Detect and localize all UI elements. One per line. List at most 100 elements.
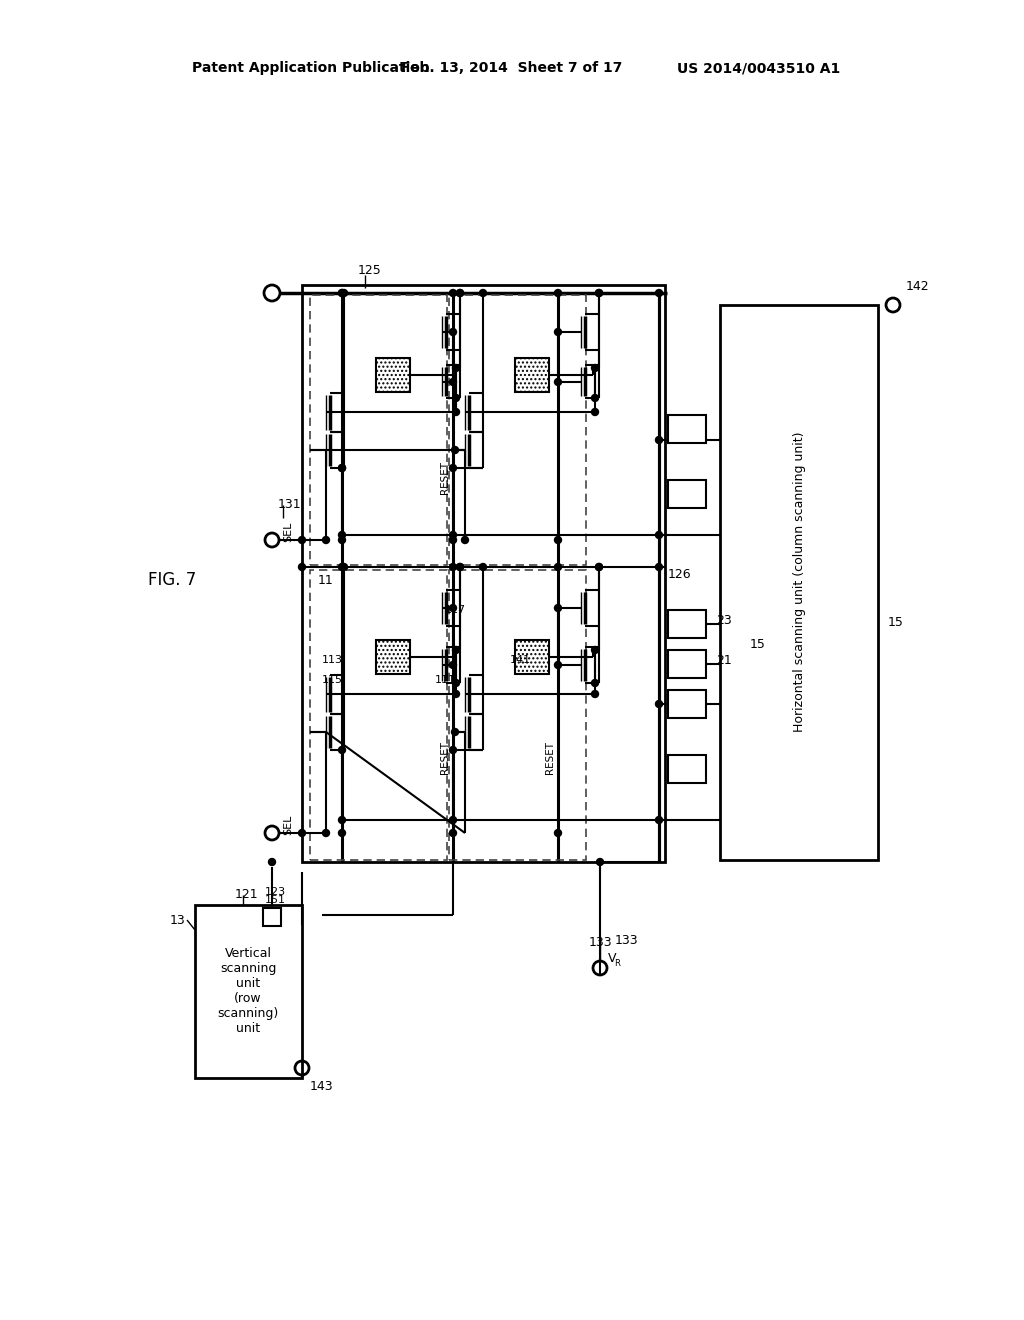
Text: 21: 21	[716, 653, 732, 667]
Circle shape	[457, 289, 464, 297]
Bar	[376, 640, 410, 675]
Bar	[720, 305, 878, 861]
Text: V: V	[608, 952, 616, 965]
Circle shape	[450, 661, 457, 668]
Circle shape	[453, 680, 460, 686]
Text: 142: 142	[906, 281, 930, 293]
Bar	[449, 294, 586, 565]
Circle shape	[592, 395, 598, 401]
Circle shape	[299, 536, 305, 544]
Circle shape	[479, 564, 486, 570]
Circle shape	[592, 680, 598, 686]
Circle shape	[450, 564, 457, 570]
Circle shape	[450, 536, 457, 544]
Text: SEL: SEL	[283, 521, 293, 543]
Bar	[668, 755, 706, 783]
Circle shape	[339, 747, 345, 754]
Text: RESET: RESET	[545, 742, 555, 775]
Text: US 2014/0043510 A1: US 2014/0043510 A1	[677, 61, 840, 75]
Circle shape	[555, 379, 561, 385]
Circle shape	[339, 564, 345, 570]
Bar	[668, 480, 706, 508]
Circle shape	[479, 289, 486, 297]
Text: 143: 143	[310, 1080, 334, 1093]
Circle shape	[339, 465, 345, 471]
Text: 133: 133	[588, 936, 611, 949]
Circle shape	[268, 858, 275, 866]
Text: 141: 141	[510, 655, 531, 665]
Text: 11: 11	[318, 573, 334, 586]
Text: Feb. 13, 2014  Sheet 7 of 17: Feb. 13, 2014 Sheet 7 of 17	[401, 61, 623, 75]
Text: R: R	[614, 960, 620, 969]
Circle shape	[450, 532, 457, 539]
Circle shape	[323, 536, 330, 544]
Circle shape	[457, 564, 464, 570]
Circle shape	[655, 289, 663, 297]
Text: 13: 13	[169, 913, 185, 927]
Circle shape	[555, 564, 561, 570]
Circle shape	[450, 379, 457, 385]
Bar	[310, 570, 447, 861]
Circle shape	[450, 329, 457, 335]
Circle shape	[450, 605, 457, 611]
Circle shape	[555, 661, 561, 668]
Circle shape	[592, 408, 598, 416]
Text: RESET: RESET	[440, 742, 450, 775]
Text: 113: 113	[322, 655, 343, 665]
Circle shape	[299, 829, 305, 837]
Bar	[263, 908, 281, 927]
Text: 123: 123	[265, 887, 286, 898]
Circle shape	[555, 329, 561, 335]
Circle shape	[339, 532, 345, 539]
Circle shape	[453, 647, 460, 653]
Text: 117: 117	[445, 605, 466, 615]
Bar	[376, 358, 410, 392]
Circle shape	[339, 536, 345, 544]
Text: 111: 111	[435, 675, 456, 685]
Bar	[302, 285, 665, 862]
Circle shape	[450, 289, 457, 297]
Circle shape	[462, 536, 469, 544]
Circle shape	[457, 289, 464, 297]
Text: 131: 131	[278, 499, 302, 511]
Bar	[310, 294, 447, 565]
Circle shape	[555, 829, 561, 837]
Circle shape	[450, 747, 457, 754]
Circle shape	[339, 289, 345, 297]
Circle shape	[341, 289, 347, 297]
Text: FIG. 7: FIG. 7	[148, 572, 197, 589]
Circle shape	[655, 437, 663, 444]
Bar	[668, 414, 706, 444]
Bar	[668, 690, 706, 718]
Circle shape	[596, 289, 602, 297]
Circle shape	[323, 829, 330, 837]
Text: 126: 126	[668, 568, 691, 581]
Circle shape	[655, 701, 663, 708]
Text: 15: 15	[888, 615, 904, 628]
Circle shape	[596, 564, 602, 570]
Text: Horizontal scanning unit (column scanning unit): Horizontal scanning unit (column scannin…	[793, 432, 806, 733]
Circle shape	[339, 817, 345, 824]
Circle shape	[341, 564, 347, 570]
Circle shape	[452, 446, 459, 454]
Circle shape	[299, 564, 305, 570]
Text: 23: 23	[716, 614, 732, 627]
Text: Patent Application Publication: Patent Application Publication	[193, 61, 430, 75]
Circle shape	[453, 408, 460, 416]
Circle shape	[555, 536, 561, 544]
Text: 121: 121	[234, 888, 259, 902]
Circle shape	[655, 532, 663, 539]
Circle shape	[597, 858, 603, 866]
Circle shape	[450, 817, 457, 824]
Circle shape	[450, 465, 457, 471]
Text: 15: 15	[750, 639, 766, 652]
Circle shape	[453, 364, 460, 371]
Text: RESET: RESET	[440, 461, 450, 494]
Circle shape	[596, 564, 602, 570]
Text: 115: 115	[322, 675, 343, 685]
Circle shape	[592, 647, 598, 653]
Circle shape	[596, 289, 602, 297]
Text: Vertical
scanning
unit
(row
scanning)
unit: Vertical scanning unit (row scanning) un…	[217, 946, 279, 1035]
Text: 125: 125	[358, 264, 382, 277]
Circle shape	[450, 829, 457, 837]
